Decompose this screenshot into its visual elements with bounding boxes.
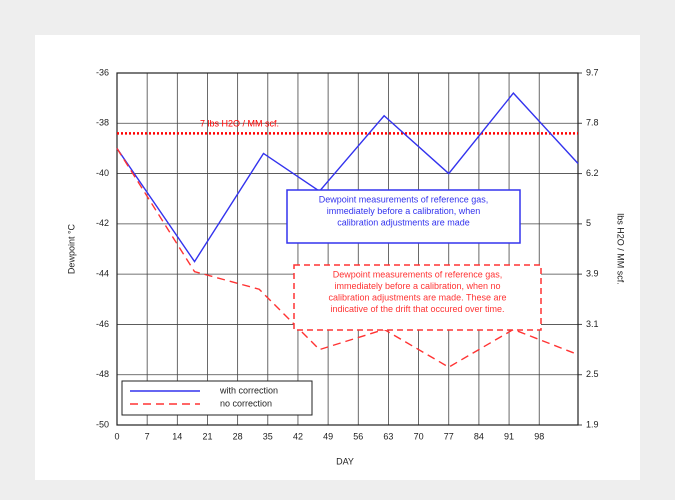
annotation-text: indicative of the drift that occured ove… [330,304,504,314]
legend-label: with correction [219,385,278,395]
x-tick-label: 28 [233,431,243,441]
y2-axis-label: lbs H2O / MM scf. [616,213,626,285]
y2-tick-label: 1.9 [586,419,599,429]
annotation-text: calibration adjustments are made [337,217,470,227]
y2-tick-label: 9.7 [586,67,599,77]
y-tick-label: -44 [96,269,109,279]
y-tick-label: -38 [96,118,109,128]
x-tick-label: 21 [202,431,212,441]
x-tick-label: 42 [293,431,303,441]
y2-tick-label: 2.5 [586,369,599,379]
x-tick-label: 70 [414,431,424,441]
series-line [116,92,579,263]
y2-tick-label: 3.1 [586,319,599,329]
legend-label: no correction [220,398,272,408]
x-tick-label: 56 [353,431,363,441]
annotation-text: Dewpoint measurements of reference gas, [319,194,489,204]
y-tick-label: -36 [96,67,109,77]
annotation-text: calibration adjustments are made. These … [329,292,507,302]
y2-tick-label: 5 [586,218,591,228]
legend-box [121,380,313,416]
x-tick-label: 77 [444,431,454,441]
annotation-text: immediately before a calibration, when [327,206,481,216]
annotation-text: immediately before a calibration, when n… [334,281,500,291]
annotation-box [293,264,542,331]
x-axis-label: DAY [336,456,354,466]
y2-tick-label: 7.8 [586,118,599,128]
x-tick-label: 91 [504,431,514,441]
y2-tick-label: 6.2 [586,168,599,178]
x-tick-label: 63 [383,431,393,441]
y-tick-label: -48 [96,369,109,379]
x-tick-label: 14 [172,431,182,441]
y2-tick-label: 3.9 [586,269,599,279]
x-tick-label: 98 [534,431,544,441]
series-line [116,148,579,368]
y-tick-label: -50 [96,419,109,429]
y-tick-label: -40 [96,168,109,178]
x-tick-label: 84 [474,431,484,441]
annotation-box [286,189,521,244]
x-tick-label: 49 [323,431,333,441]
plot-frame [116,72,579,426]
x-tick-label: 0 [114,431,119,441]
annotation-text: Dewpoint measurements of reference gas, [333,269,503,279]
y-tick-label: -42 [96,218,109,228]
y-axis-label: Dewpoint °C [66,223,76,274]
x-tick-label: 7 [145,431,150,441]
reference-label: 7 lbs H2O / MM scf. [200,119,279,129]
y-tick-label: -46 [96,319,109,329]
x-tick-label: 35 [263,431,273,441]
